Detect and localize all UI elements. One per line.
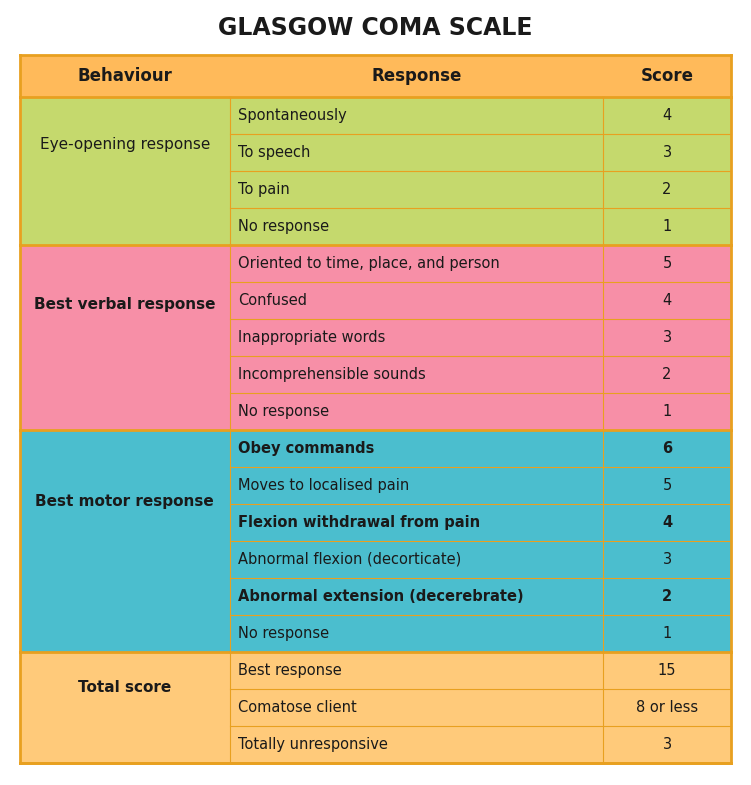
Bar	[230, 689, 603, 726]
Bar	[230, 97, 603, 134]
Bar	[230, 504, 603, 541]
Bar	[603, 652, 731, 689]
Text: Totally unresponsive: Totally unresponsive	[238, 737, 388, 752]
Bar	[230, 171, 603, 208]
Bar	[230, 467, 603, 504]
Bar	[603, 134, 731, 171]
Bar	[603, 393, 731, 430]
Text: 4: 4	[662, 515, 672, 530]
Bar	[230, 208, 603, 245]
Bar	[230, 393, 603, 430]
Text: 3: 3	[662, 330, 671, 345]
Text: No response: No response	[238, 219, 329, 234]
Bar	[230, 245, 603, 282]
Text: 15: 15	[658, 663, 676, 678]
Text: Behaviour: Behaviour	[77, 67, 172, 85]
Text: 5: 5	[662, 478, 671, 493]
Bar	[230, 356, 603, 393]
Text: Best verbal response: Best verbal response	[34, 297, 216, 312]
Text: Obey commands: Obey commands	[238, 441, 374, 456]
Text: 3: 3	[662, 145, 671, 160]
Bar	[20, 97, 230, 245]
Text: 4: 4	[662, 293, 671, 308]
Text: GLASGOW COMA SCALE: GLASGOW COMA SCALE	[219, 16, 532, 40]
Text: Best motor response: Best motor response	[35, 494, 214, 509]
Bar	[230, 319, 603, 356]
Text: To speech: To speech	[238, 145, 310, 160]
Bar	[603, 541, 731, 578]
Text: Incomprehensible sounds: Incomprehensible sounds	[238, 367, 426, 382]
Bar	[603, 208, 731, 245]
Bar	[20, 245, 230, 430]
Bar	[20, 55, 731, 97]
Text: Total score: Total score	[78, 680, 171, 695]
Text: Flexion withdrawal from pain: Flexion withdrawal from pain	[238, 515, 480, 530]
Bar	[603, 504, 731, 541]
Text: Moves to localised pain: Moves to localised pain	[238, 478, 409, 493]
Text: To pain: To pain	[238, 182, 289, 197]
Bar	[230, 430, 603, 467]
Bar	[230, 726, 603, 763]
Bar	[230, 578, 603, 615]
Text: Oriented to time, place, and person: Oriented to time, place, and person	[238, 256, 499, 271]
Bar	[20, 652, 230, 763]
Bar	[603, 430, 731, 467]
Text: Eye-opening response: Eye-opening response	[40, 137, 210, 152]
Text: Spontaneously: Spontaneously	[238, 108, 346, 123]
Text: 2: 2	[662, 182, 671, 197]
Bar	[603, 245, 731, 282]
Bar	[230, 652, 603, 689]
Bar	[230, 134, 603, 171]
Text: 4: 4	[662, 108, 671, 123]
Text: 5: 5	[662, 256, 671, 271]
Text: Abnormal extension (decerebrate): Abnormal extension (decerebrate)	[238, 589, 523, 604]
Text: 3: 3	[662, 552, 671, 567]
Text: 8 or less: 8 or less	[636, 700, 698, 715]
Bar	[230, 541, 603, 578]
Bar	[603, 319, 731, 356]
Text: No response: No response	[238, 626, 329, 641]
Text: 6: 6	[662, 441, 672, 456]
Text: 2: 2	[662, 367, 671, 382]
Bar	[603, 578, 731, 615]
Text: Inappropriate words: Inappropriate words	[238, 330, 385, 345]
Bar	[603, 97, 731, 134]
Bar	[230, 282, 603, 319]
Text: Confused: Confused	[238, 293, 306, 308]
Text: Score: Score	[641, 67, 693, 85]
Bar	[603, 171, 731, 208]
Text: 1: 1	[662, 219, 671, 234]
Text: 2: 2	[662, 589, 672, 604]
Bar	[603, 689, 731, 726]
Text: 1: 1	[662, 626, 671, 641]
Text: 3: 3	[662, 737, 671, 752]
Bar	[230, 615, 603, 652]
Bar	[603, 356, 731, 393]
Bar	[20, 430, 230, 652]
Text: Comatose client: Comatose client	[238, 700, 357, 715]
Bar	[603, 615, 731, 652]
Bar	[603, 282, 731, 319]
Text: No response: No response	[238, 404, 329, 419]
Text: 1: 1	[662, 404, 671, 419]
Bar	[603, 467, 731, 504]
Bar	[603, 726, 731, 763]
Text: Best response: Best response	[238, 663, 342, 678]
Text: Abnormal flexion (decorticate): Abnormal flexion (decorticate)	[238, 552, 461, 567]
Text: Response: Response	[371, 67, 462, 85]
